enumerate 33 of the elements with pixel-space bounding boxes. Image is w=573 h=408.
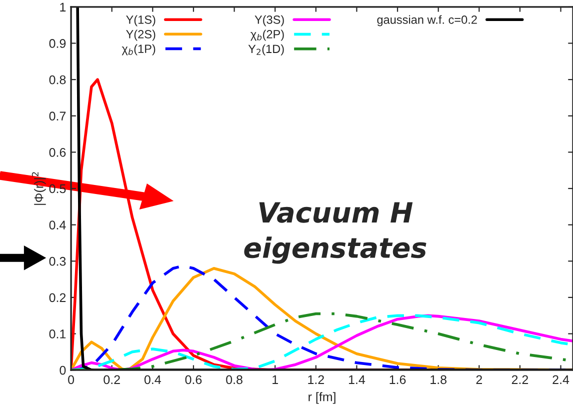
legend-label: Υ(3S) (254, 15, 284, 26)
y-tick-label: 0.9 (49, 39, 66, 48)
legend-label: gaussian w.f. c=0.2 (377, 15, 477, 26)
x-tick-label: 1.2 (308, 375, 324, 384)
legend-label: Υ$_{2}$(1D) (248, 44, 284, 56)
x-tick-label: 1.8 (430, 375, 446, 384)
y-tick-label: 0.6 (49, 148, 66, 157)
legend-label: χ$_{b}$(1P) (122, 44, 156, 56)
x-axis-title: r [fm] (308, 392, 336, 404)
y-tick-label: 0.3 (49, 256, 66, 266)
x-tick-label: 0.8 (226, 375, 242, 384)
y-tick-label: 0.4 (49, 220, 66, 230)
y-tick-label: 0.2 (49, 293, 66, 302)
x-tick-label: 2 (476, 375, 482, 384)
x-tick-label: 0.6 (185, 375, 202, 384)
y-tick-label: 0 (60, 366, 66, 375)
x-tick-label: 1.6 (390, 375, 406, 384)
y-tick-label: 0.8 (49, 75, 66, 84)
annotation: Vacuum H eigenstates (244, 202, 426, 264)
y-tick-label: 0.1 (49, 330, 66, 338)
x-tick-label: 2.2 (512, 375, 528, 384)
legend-label: Υ(1S) (126, 15, 156, 26)
x-tick-label: 2.4 (552, 375, 570, 384)
x-tick-label: 1.4 (348, 375, 366, 384)
y-tick-label: 0.7 (49, 112, 66, 121)
y-axis-title: |Φ(r)|$^{2}$ (32, 172, 46, 205)
legend-label: χ$_{b}$(2P) (250, 30, 284, 41)
x-tick-label: 0.4 (144, 375, 161, 384)
x-tick-label: 1 (272, 375, 278, 384)
x-tick-label: 0.2 (104, 375, 120, 384)
x-tick-label: 0 (68, 375, 74, 384)
legend-label: Υ(2S) (126, 30, 156, 41)
y-tick-label: 1 (60, 2, 66, 12)
